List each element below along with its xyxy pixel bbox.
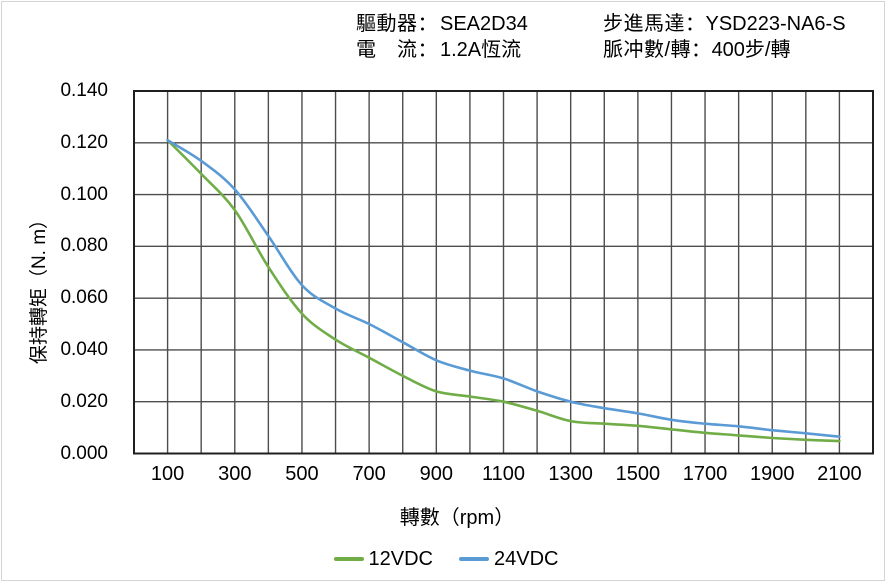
driver-field: 驅動器： SEA2D34 <box>356 11 528 37</box>
chart-legend: 12VDC 24VDC <box>2 545 888 573</box>
curve-12vdc <box>166 138 841 443</box>
header-left-column: 驅動器： SEA2D34 電 流： 1.2A恆流 <box>356 11 528 63</box>
legend-item-24vdc: 24VDC <box>459 547 558 571</box>
current-field: 電 流： 1.2A恆流 <box>356 37 528 63</box>
motor-field: 步進馬達：YSD223-NA6-S <box>603 11 846 37</box>
legend-label-24vdc: 24VDC <box>494 548 559 570</box>
current-value: 1.2A恆流 <box>440 39 522 61</box>
driver-label: 驅動器： <box>356 13 438 35</box>
driver-value: SEA2D34 <box>440 13 528 35</box>
current-label: 電 流： <box>356 39 438 61</box>
legend-line-swatch-24vdc <box>459 557 489 561</box>
x-axis-title: 轉數（rpm） <box>399 507 515 529</box>
y-axis-title: 保持轉矩（N. m） <box>29 209 50 365</box>
motor-label: 步進馬達： <box>603 13 706 35</box>
legend-item-12vdc: 12VDC <box>333 547 433 571</box>
curve-24vdc <box>166 138 841 438</box>
plot-border <box>133 90 874 455</box>
pulses-field: 脈冲數/轉：400步/轉 <box>603 37 846 63</box>
pulses-label: 脈冲數/轉： <box>603 39 712 61</box>
pulses-value: 400步/轉 <box>711 39 791 61</box>
legend-label-12vdc: 12VDC <box>368 548 433 570</box>
motor-value: YSD223-NA6-S <box>705 13 846 35</box>
legend-line-swatch-12vdc <box>333 557 364 561</box>
header-right-column: 步進馬達：YSD223-NA6-S 脈冲數/轉：400步/轉 <box>603 11 846 63</box>
